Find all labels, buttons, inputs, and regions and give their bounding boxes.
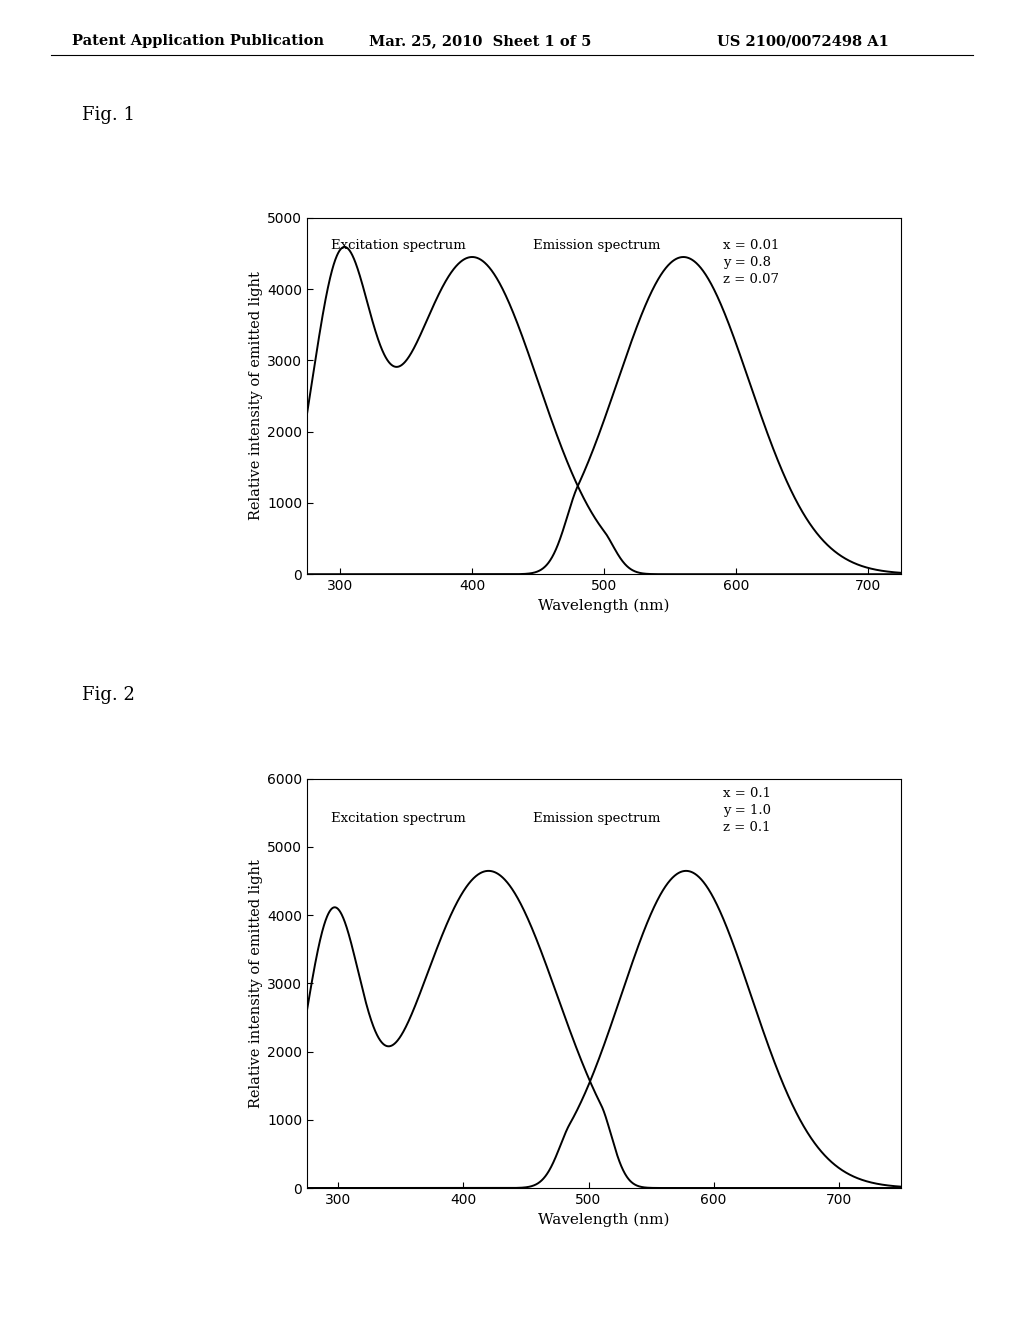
Y-axis label: Relative intensity of emitted light: Relative intensity of emitted light [249, 859, 263, 1107]
Text: Patent Application Publication: Patent Application Publication [72, 34, 324, 49]
Text: Excitation spectrum: Excitation spectrum [331, 239, 466, 252]
Text: US 2100/0072498 A1: US 2100/0072498 A1 [717, 34, 889, 49]
Text: Emission spectrum: Emission spectrum [532, 812, 660, 825]
Text: x = 0.01
y = 0.8
z = 0.07: x = 0.01 y = 0.8 z = 0.07 [723, 239, 779, 286]
Text: Mar. 25, 2010  Sheet 1 of 5: Mar. 25, 2010 Sheet 1 of 5 [369, 34, 591, 49]
Y-axis label: Relative intensity of emitted light: Relative intensity of emitted light [249, 272, 263, 520]
Text: Fig. 1: Fig. 1 [82, 106, 135, 124]
Text: Excitation spectrum: Excitation spectrum [331, 812, 466, 825]
Text: Fig. 2: Fig. 2 [82, 686, 135, 705]
Text: x = 0.1
y = 1.0
z = 0.1: x = 0.1 y = 1.0 z = 0.1 [723, 787, 771, 834]
Text: Emission spectrum: Emission spectrum [532, 239, 660, 252]
X-axis label: Wavelength (nm): Wavelength (nm) [539, 1212, 670, 1226]
X-axis label: Wavelength (nm): Wavelength (nm) [539, 598, 670, 612]
